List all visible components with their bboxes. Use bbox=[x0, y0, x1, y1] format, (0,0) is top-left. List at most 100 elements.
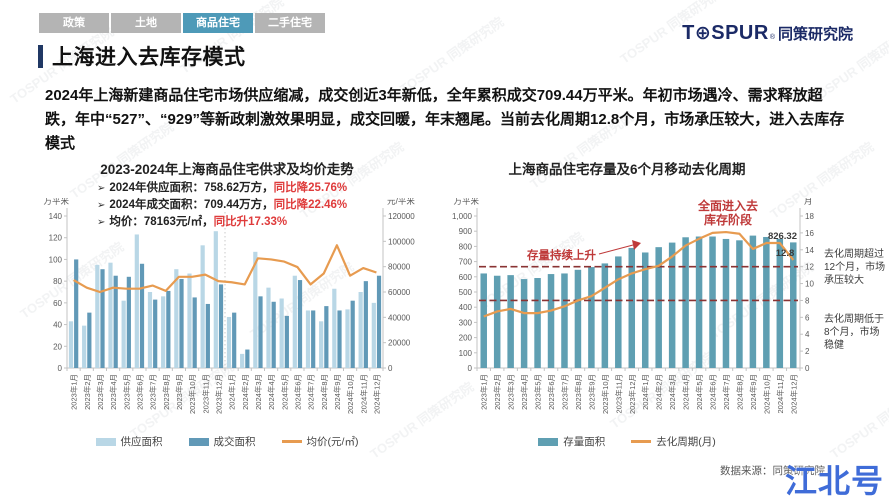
bar-成交面积 bbox=[87, 312, 92, 368]
chart-text: 2023年9月 bbox=[586, 374, 596, 410]
chart-text: 0 bbox=[805, 364, 810, 373]
bar-供应面积 bbox=[332, 288, 337, 368]
registered-mark: ® bbox=[769, 34, 775, 41]
annotation-arrow bbox=[598, 244, 634, 255]
annotation-destock: 库存阶段 bbox=[704, 212, 753, 227]
bar-存量面积 bbox=[722, 238, 730, 368]
bar-成交面积 bbox=[232, 312, 237, 368]
legend-swatch bbox=[188, 437, 209, 446]
bar-存量面积 bbox=[709, 236, 716, 368]
bar-供应面积 bbox=[266, 287, 271, 368]
chart-text: 2024年8月 bbox=[319, 374, 329, 410]
legend-item-去化周期(月): 去化周期(月) bbox=[631, 434, 716, 449]
bar-存量面积 bbox=[615, 256, 622, 368]
bar-成交面积 bbox=[139, 263, 145, 368]
bar-供应面积 bbox=[147, 292, 153, 368]
chart-bullet: ➢ 均价：78163元/㎡，同比升17.33% bbox=[97, 216, 288, 228]
chart-text: 万平米 bbox=[43, 198, 69, 206]
page-title: 上海进入去库存模式 bbox=[52, 46, 246, 69]
brand-logo-en: T⊕SPUR bbox=[682, 22, 769, 44]
bar-供应面积 bbox=[121, 300, 126, 368]
bar-存量面积 bbox=[695, 236, 703, 368]
bar-成交面积 bbox=[74, 259, 79, 368]
chart-text: 0 bbox=[58, 364, 63, 373]
bar-存量面积 bbox=[736, 240, 743, 368]
chart-text: 400 bbox=[459, 303, 473, 312]
chart-text: 120 bbox=[49, 234, 63, 243]
chart-text: 2024年4月 bbox=[681, 374, 691, 410]
bar-成交面积 bbox=[350, 300, 355, 368]
bar-存量面积 bbox=[655, 247, 662, 368]
bar-供应面积 bbox=[213, 231, 218, 368]
bar-成交面积 bbox=[113, 275, 118, 368]
bar-成交面积 bbox=[258, 296, 263, 368]
bar-供应面积 bbox=[187, 273, 192, 368]
chart-text: 2023年8月 bbox=[573, 374, 583, 410]
legend-swatch bbox=[281, 440, 302, 443]
left-chart-legend: 供应面积 成交面积 均价(元/㎡) bbox=[15, 434, 439, 449]
chart-text: 80000 bbox=[388, 263, 411, 272]
bar-存量面积 bbox=[601, 263, 609, 368]
legend-item-存量面积: 存量面积 bbox=[538, 434, 605, 449]
inventory-cycle-chart: 上海商品住宅存量及6个月移动去化周期 0 100 200 300 400 500 600 70… bbox=[437, 158, 889, 458]
bar-存量面积 bbox=[790, 242, 797, 368]
title-accent-bar bbox=[38, 44, 43, 68]
bar-成交面积 bbox=[311, 310, 316, 368]
bar-供应面积 bbox=[108, 262, 113, 368]
left-chart-title: 2023-2024年上海商品住宅供求及均价走势 bbox=[100, 162, 354, 177]
bar-供应面积 bbox=[292, 275, 297, 368]
bar-供应面积 bbox=[200, 245, 205, 368]
bar-供应面积 bbox=[279, 298, 284, 368]
bar-供应面积 bbox=[134, 234, 139, 368]
chart-text: 2024年3月 bbox=[253, 374, 263, 410]
chart-text: 800 bbox=[459, 242, 473, 251]
bar-成交面积 bbox=[363, 281, 368, 368]
chart-text: 40 bbox=[53, 321, 62, 330]
chart-text: 2023年10月 bbox=[600, 374, 610, 414]
bar-成交面积 bbox=[271, 301, 276, 368]
tab-商品住宅[interactable]: 商品住宅 bbox=[183, 13, 253, 33]
chart-text: 40000 bbox=[388, 313, 411, 322]
left-chart-plot: 0 20 40 60 80 100 120 140 0 20000 40000 60000 80000 1… bbox=[43, 198, 415, 414]
chart-text: 2024年2月 bbox=[240, 374, 250, 410]
chart-text: 元/平米 bbox=[387, 198, 415, 206]
chart-text: 2023年7月 bbox=[559, 374, 569, 410]
chart-text: 2023年2月 bbox=[82, 374, 92, 410]
tab-土地[interactable]: 土地 bbox=[111, 13, 181, 33]
chart-text: 120000 bbox=[388, 212, 415, 221]
chart-text: 500 bbox=[459, 288, 473, 297]
chart-text: 2024年3月 bbox=[667, 374, 677, 410]
bar-供应面积 bbox=[371, 302, 376, 368]
supply-demand-price-chart: 2023-2024年上海商品住宅供求及均价走势 ➢ 2024年供应面积：758.6… bbox=[15, 158, 439, 458]
chart-text: 140 bbox=[49, 212, 63, 221]
chart-text: 18 bbox=[805, 212, 814, 221]
corner-watermark: 江北号 bbox=[784, 463, 884, 499]
chart-text: 2024年6月 bbox=[708, 374, 718, 410]
chart-text: 2023年8月 bbox=[161, 374, 171, 410]
bar-存量面积 bbox=[547, 274, 555, 368]
chart-text: 2024年5月 bbox=[279, 374, 289, 410]
chart-text: 600 bbox=[459, 273, 473, 282]
chart-text: 2024年11月 bbox=[358, 374, 368, 413]
chart-text: 2024年7月 bbox=[306, 374, 316, 410]
tab-二手住宅[interactable]: 二手住宅 bbox=[255, 13, 325, 33]
tab-政策[interactable]: 政策 bbox=[39, 13, 109, 33]
chart-text: 0 bbox=[388, 364, 393, 373]
bar-成交面积 bbox=[376, 275, 382, 368]
bar-供应面积 bbox=[358, 292, 363, 368]
chart-text: 2024年8月 bbox=[734, 374, 744, 410]
bar-供应面积 bbox=[345, 309, 350, 368]
chart-text: 2024年9月 bbox=[748, 374, 758, 410]
chart-text: 2024年11月 bbox=[775, 374, 785, 413]
bar-存量面积 bbox=[520, 279, 528, 368]
chart-bullet: ➢ 2024年成交面积：709.44万方，同比降22.46% bbox=[97, 199, 348, 211]
label-last-line: 12.8 bbox=[776, 248, 795, 259]
left-chart-bullets: ➢ 2024年供应面积：758.62万方，同比降25.76% ➢ 2024年成交面积：… bbox=[97, 180, 347, 231]
chart-text: 14 bbox=[805, 246, 814, 255]
bar-成交面积 bbox=[153, 299, 158, 368]
bar-成交面积 bbox=[245, 349, 250, 368]
bar-存量面积 bbox=[588, 267, 595, 368]
chart-text: 2024年7月 bbox=[721, 374, 731, 410]
legend-item-成交面积: 成交面积 bbox=[188, 434, 256, 449]
